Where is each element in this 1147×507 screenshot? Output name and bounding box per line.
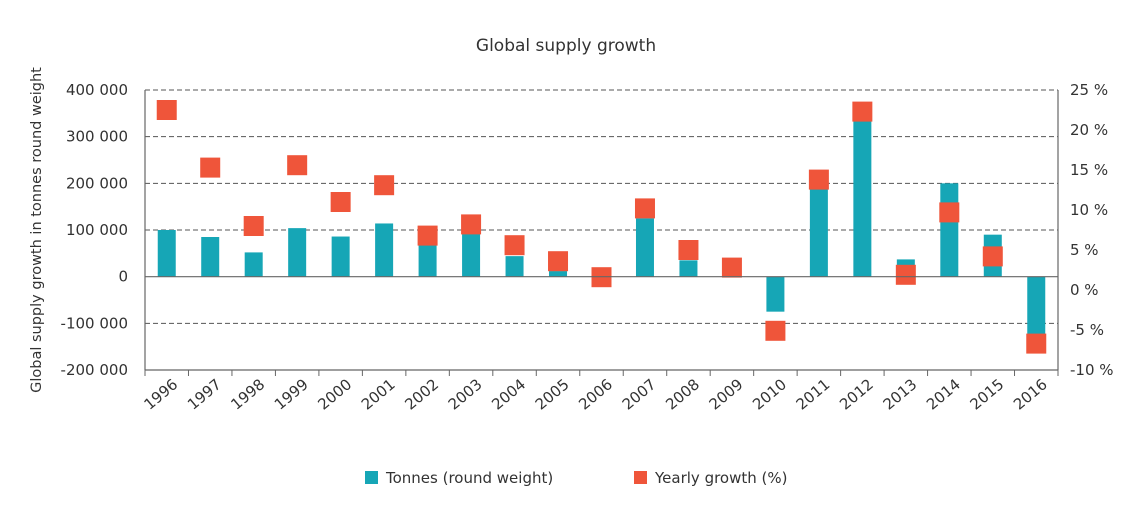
bar-2002 [418,244,437,277]
growth-marker-series [156,100,1047,354]
x-tick-label: 2004 [488,375,529,413]
growth-marker-2005 [548,251,569,272]
x-tick-label: 2016 [1010,375,1051,413]
y-tick-label: 300 000 [66,128,128,146]
x-tick-label: 1998 [227,375,268,413]
x-tick-label: 2011 [793,375,834,413]
growth-marker-2013 [895,264,916,285]
x-tick-label: 2014 [923,375,964,413]
y-tick-label: -200 000 [61,361,128,379]
y2-tick-label: -5 % [1070,321,1104,339]
bar-1998 [244,252,263,277]
y2-tick-label: 25 % [1070,81,1108,99]
y2-tick-label: 10 % [1070,201,1108,219]
x-tick-label: 1997 [184,375,225,413]
growth-marker-1999 [287,155,308,176]
legend-label-tonnes: Tonnes (round weight) [385,469,553,487]
legend-label-yearly-growth: Yearly growth (%) [654,469,788,487]
x-tick-label: 2008 [662,375,703,413]
growth-marker-1998 [243,216,264,236]
growth-marker-2008 [678,240,699,260]
x-tick-label: 2007 [619,375,660,413]
growth-marker-2016 [1026,333,1047,354]
growth-marker-2003 [461,214,482,235]
x-tick-label: 2005 [532,375,573,413]
bar-2014 [940,183,959,277]
bar-2010 [766,276,785,312]
bar-2000 [331,236,350,277]
y2-tick-label: 15 % [1070,161,1108,179]
x-axis-ticks: 1996 1997 1998 1999 2000 2001 2002 2003 2004 2005… [140,375,1050,413]
x-tick-label: 2015 [967,375,1008,413]
bar-2001 [375,223,394,277]
bar-2003 [462,233,481,277]
axes [144,90,1059,376]
growth-marker-2012 [852,101,873,122]
x-tick-label: 2006 [575,375,616,413]
bar-1996 [157,230,176,277]
x-tick-label: 2013 [880,375,921,413]
growth-marker-2001 [374,175,395,196]
y2-tick-label: 0 % [1070,281,1099,299]
chart-title: Global supply growth [476,36,656,56]
y-tick-label: 100 000 [66,221,128,239]
x-tick-label: 1996 [140,375,181,413]
bar-1997 [201,237,220,277]
growth-marker-2010 [765,320,786,341]
x-tick-label: 2002 [401,375,442,413]
bar-series [157,118,1046,335]
y-tick-label: 0 [118,268,128,286]
bar-2008 [679,260,698,277]
growth-marker-2015 [982,246,1003,267]
growth-marker-2004 [504,235,525,256]
right-axis-ticks: 25 % 20 % 15 % 10 % 5 % 0 % -5 % -10 % [1070,81,1114,379]
y-tick-label: 400 000 [66,81,128,99]
y-tick-label: -100 000 [61,314,128,332]
legend-swatch-tonnes [365,471,378,484]
bar-2005 [549,271,568,277]
growth-marker-2000 [330,192,351,212]
growth-marker-2007 [634,198,655,219]
growth-marker-1997 [200,157,221,178]
x-tick-label: 2000 [314,375,355,413]
growth-marker-2011 [808,169,829,190]
x-tick-label: 2001 [358,375,399,413]
x-tick-label: 2010 [749,375,790,413]
x-tick-label: 2012 [836,375,877,413]
left-axis-ticks: 400 000 300 000 200 000 100 000 0 -100 000 -20… [61,81,128,379]
y2-tick-label: 20 % [1070,121,1108,139]
y2-tick-label: 5 % [1070,241,1099,259]
bar-2011 [809,189,828,277]
x-tick-label: 1999 [271,375,312,413]
growth-marker-2014 [939,202,960,223]
bar-2004 [505,256,524,277]
legend-swatch-yearly-growth [634,471,647,484]
x-tick-label: 2009 [706,375,747,413]
bar-2007 [635,218,654,277]
legend: Tonnes (round weight) Yearly growth (%) [365,469,788,487]
bar-1999 [288,228,307,277]
gridlines [145,89,1058,324]
y-tick-label: 200 000 [66,174,128,192]
growth-marker-2009 [721,257,742,278]
x-tick-label: 2003 [445,375,486,413]
growth-marker-2002 [417,225,438,246]
growth-marker-1996 [156,100,177,120]
bar-2016 [1027,276,1046,335]
y-axis-title: Global supply growth in tonnes round wei… [29,67,45,393]
y2-tick-label: -10 % [1070,361,1114,379]
bar-2012 [853,118,872,277]
